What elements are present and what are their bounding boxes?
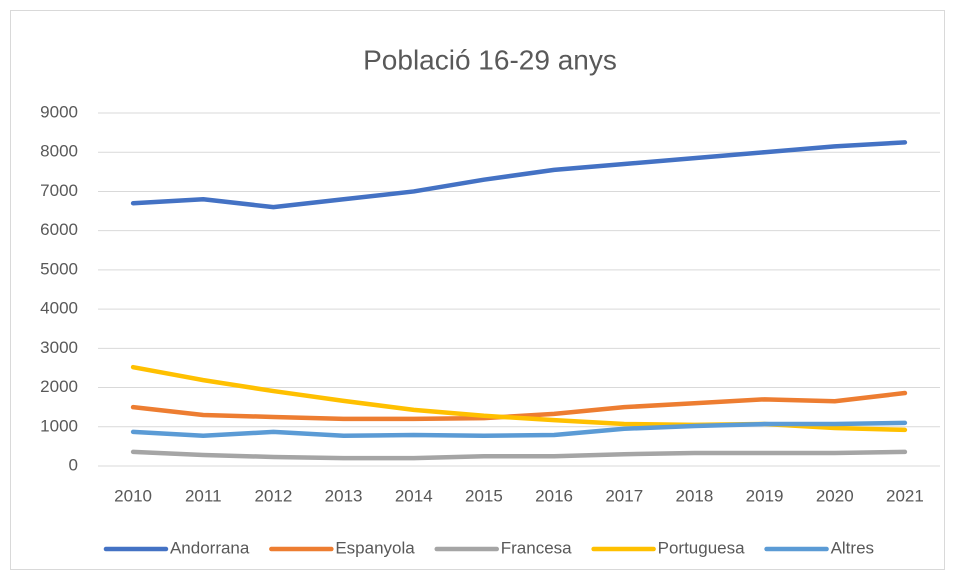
x-tick-label: 2013 [325, 486, 363, 505]
y-tick-label: 0 [69, 455, 78, 474]
x-tick-label: 2015 [465, 486, 503, 505]
chart-title: Població 16-29 anys [363, 44, 617, 75]
chart-border [10, 10, 945, 570]
y-tick-label: 9000 [40, 102, 78, 121]
legend-label: Francesa [501, 538, 572, 557]
legend-label: Andorrana [170, 538, 250, 557]
y-tick-label: 4000 [40, 299, 78, 318]
series-line [130, 420, 908, 439]
series-line [130, 449, 908, 461]
x-tick-label: 2011 [185, 486, 222, 505]
x-tick-label: 2020 [816, 486, 854, 505]
x-tick-label: 2012 [255, 486, 293, 505]
x-tick-label: 2014 [395, 486, 433, 505]
legend-label: Altres [831, 538, 874, 557]
legend-label: Espanyola [335, 538, 415, 557]
legend-label: Portuguesa [658, 538, 745, 557]
x-tick-label: 2017 [605, 486, 643, 505]
x-tick-label: 2019 [746, 486, 784, 505]
y-tick-label: 5000 [40, 259, 78, 278]
y-tick-label: 8000 [40, 142, 78, 161]
x-tick-label: 2010 [114, 486, 152, 505]
x-tick-label: 2021 [886, 486, 924, 505]
y-tick-label: 1000 [40, 416, 78, 435]
y-tick-label: 7000 [40, 181, 78, 200]
x-tick-label: 2018 [676, 486, 714, 505]
y-tick-label: 2000 [40, 377, 78, 396]
y-tick-label: 6000 [40, 220, 78, 239]
series-line [130, 140, 908, 210]
y-tick-label: 3000 [40, 338, 78, 357]
x-tick-label: 2016 [535, 486, 573, 505]
